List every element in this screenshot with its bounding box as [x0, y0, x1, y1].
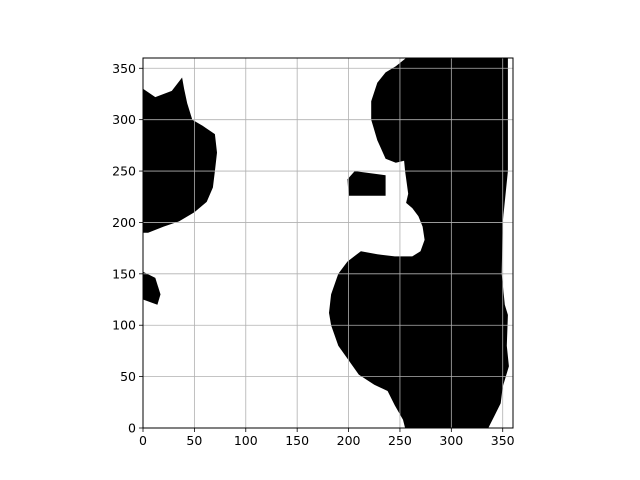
plot-area: [142, 57, 514, 429]
y-tick-label: 350: [112, 61, 136, 76]
gridlines: [142, 58, 513, 429]
y-tick-label: 0: [128, 421, 136, 436]
x-tick-label: 200: [337, 433, 361, 448]
x-tick-label: 350: [491, 433, 515, 448]
region-left-speck: [143, 271, 161, 305]
y-tick-label: 250: [112, 164, 136, 179]
region-right-mass: [143, 58, 509, 428]
x-tick-label: 0: [139, 433, 147, 448]
x-tick-label: 250: [388, 433, 412, 448]
y-axis: 0 50 100 150 200 250 300 350: [112, 61, 143, 436]
y-tick-label: 100: [112, 318, 136, 333]
image-regions: [143, 58, 509, 428]
y-tick-label: 50: [120, 369, 136, 384]
y-tick-label: 300: [112, 112, 136, 127]
x-tick-label: 50: [186, 433, 202, 448]
region-upper-left-mass: [143, 77, 217, 233]
x-axis: 0 50 100 150 200 250 300 350: [139, 428, 515, 448]
region-mid-cluster: [347, 171, 386, 196]
y-tick-label: 150: [112, 266, 136, 281]
y-tick-label: 200: [112, 215, 136, 230]
axes-frame: [142, 57, 514, 429]
x-tick-label: 300: [439, 433, 463, 448]
x-tick-label: 100: [234, 433, 258, 448]
x-tick-label: 150: [285, 433, 309, 448]
